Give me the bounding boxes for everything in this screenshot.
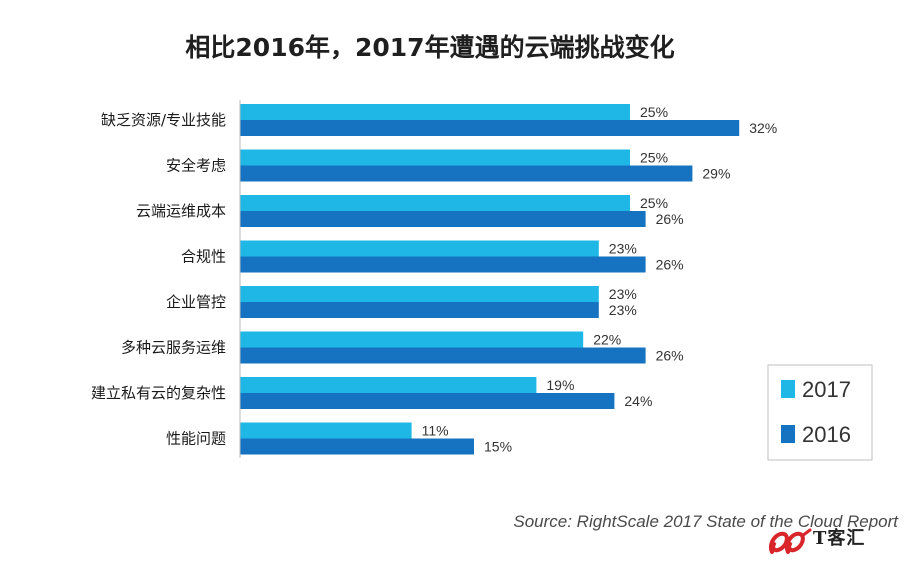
data-label: 29% (702, 166, 730, 182)
bar-2017 (240, 104, 630, 120)
bar-2017 (240, 377, 537, 393)
bar-2016 (240, 438, 474, 455)
data-label: 26% (656, 211, 684, 227)
category-label: 建立私有云的复杂性 (91, 384, 226, 402)
data-label: 25% (640, 195, 668, 211)
legend-label: 2017 (802, 377, 851, 402)
watermark-text: T客汇 (813, 528, 866, 549)
data-label: 26% (656, 348, 684, 364)
source-note: Source: RightScale 2017 State of the Clo… (513, 512, 898, 531)
legend-label: 2016 (802, 422, 851, 447)
category-label: 合规性 (181, 248, 226, 266)
data-label: 11% (422, 423, 449, 439)
data-label: 23% (609, 286, 637, 302)
data-label: 23% (609, 302, 637, 318)
bar-2017 (240, 286, 599, 302)
chart-title: 相比2016年，2017年遭遇的云端挑战变化 (185, 33, 675, 62)
category-label: 性能问题 (166, 430, 226, 448)
bar-2016 (240, 393, 615, 409)
bar-2016 (240, 165, 693, 182)
legend-swatch (781, 425, 795, 443)
category-label: 缺乏资源/专业技能 (101, 111, 226, 129)
category-label: 多种云服务运维 (121, 339, 226, 357)
data-label: 15% (484, 439, 512, 455)
category-label: 企业管控 (166, 293, 226, 311)
data-label: 19% (546, 377, 574, 393)
data-label: 24% (624, 393, 652, 409)
watermark-logo (769, 528, 812, 554)
bar-2016 (240, 120, 740, 136)
category-label: 安全考虑 (166, 157, 226, 175)
bar-2016 (240, 211, 646, 227)
data-label: 25% (640, 104, 668, 120)
category-label: 云端运维成本 (136, 202, 226, 220)
bar-2017 (240, 195, 630, 211)
bar-2016 (240, 302, 599, 318)
data-label: 32% (749, 120, 777, 136)
bar-2017 (240, 331, 584, 348)
bar-2016 (240, 347, 646, 364)
bar-2016 (240, 256, 646, 273)
legend-swatch (781, 380, 795, 398)
data-label: 25% (640, 150, 668, 166)
data-label: 23% (609, 241, 637, 257)
bar-2017 (240, 149, 630, 166)
bar-2017 (240, 422, 412, 439)
data-label: 26% (656, 257, 684, 273)
bar-2017 (240, 240, 599, 257)
data-label: 22% (593, 332, 621, 348)
